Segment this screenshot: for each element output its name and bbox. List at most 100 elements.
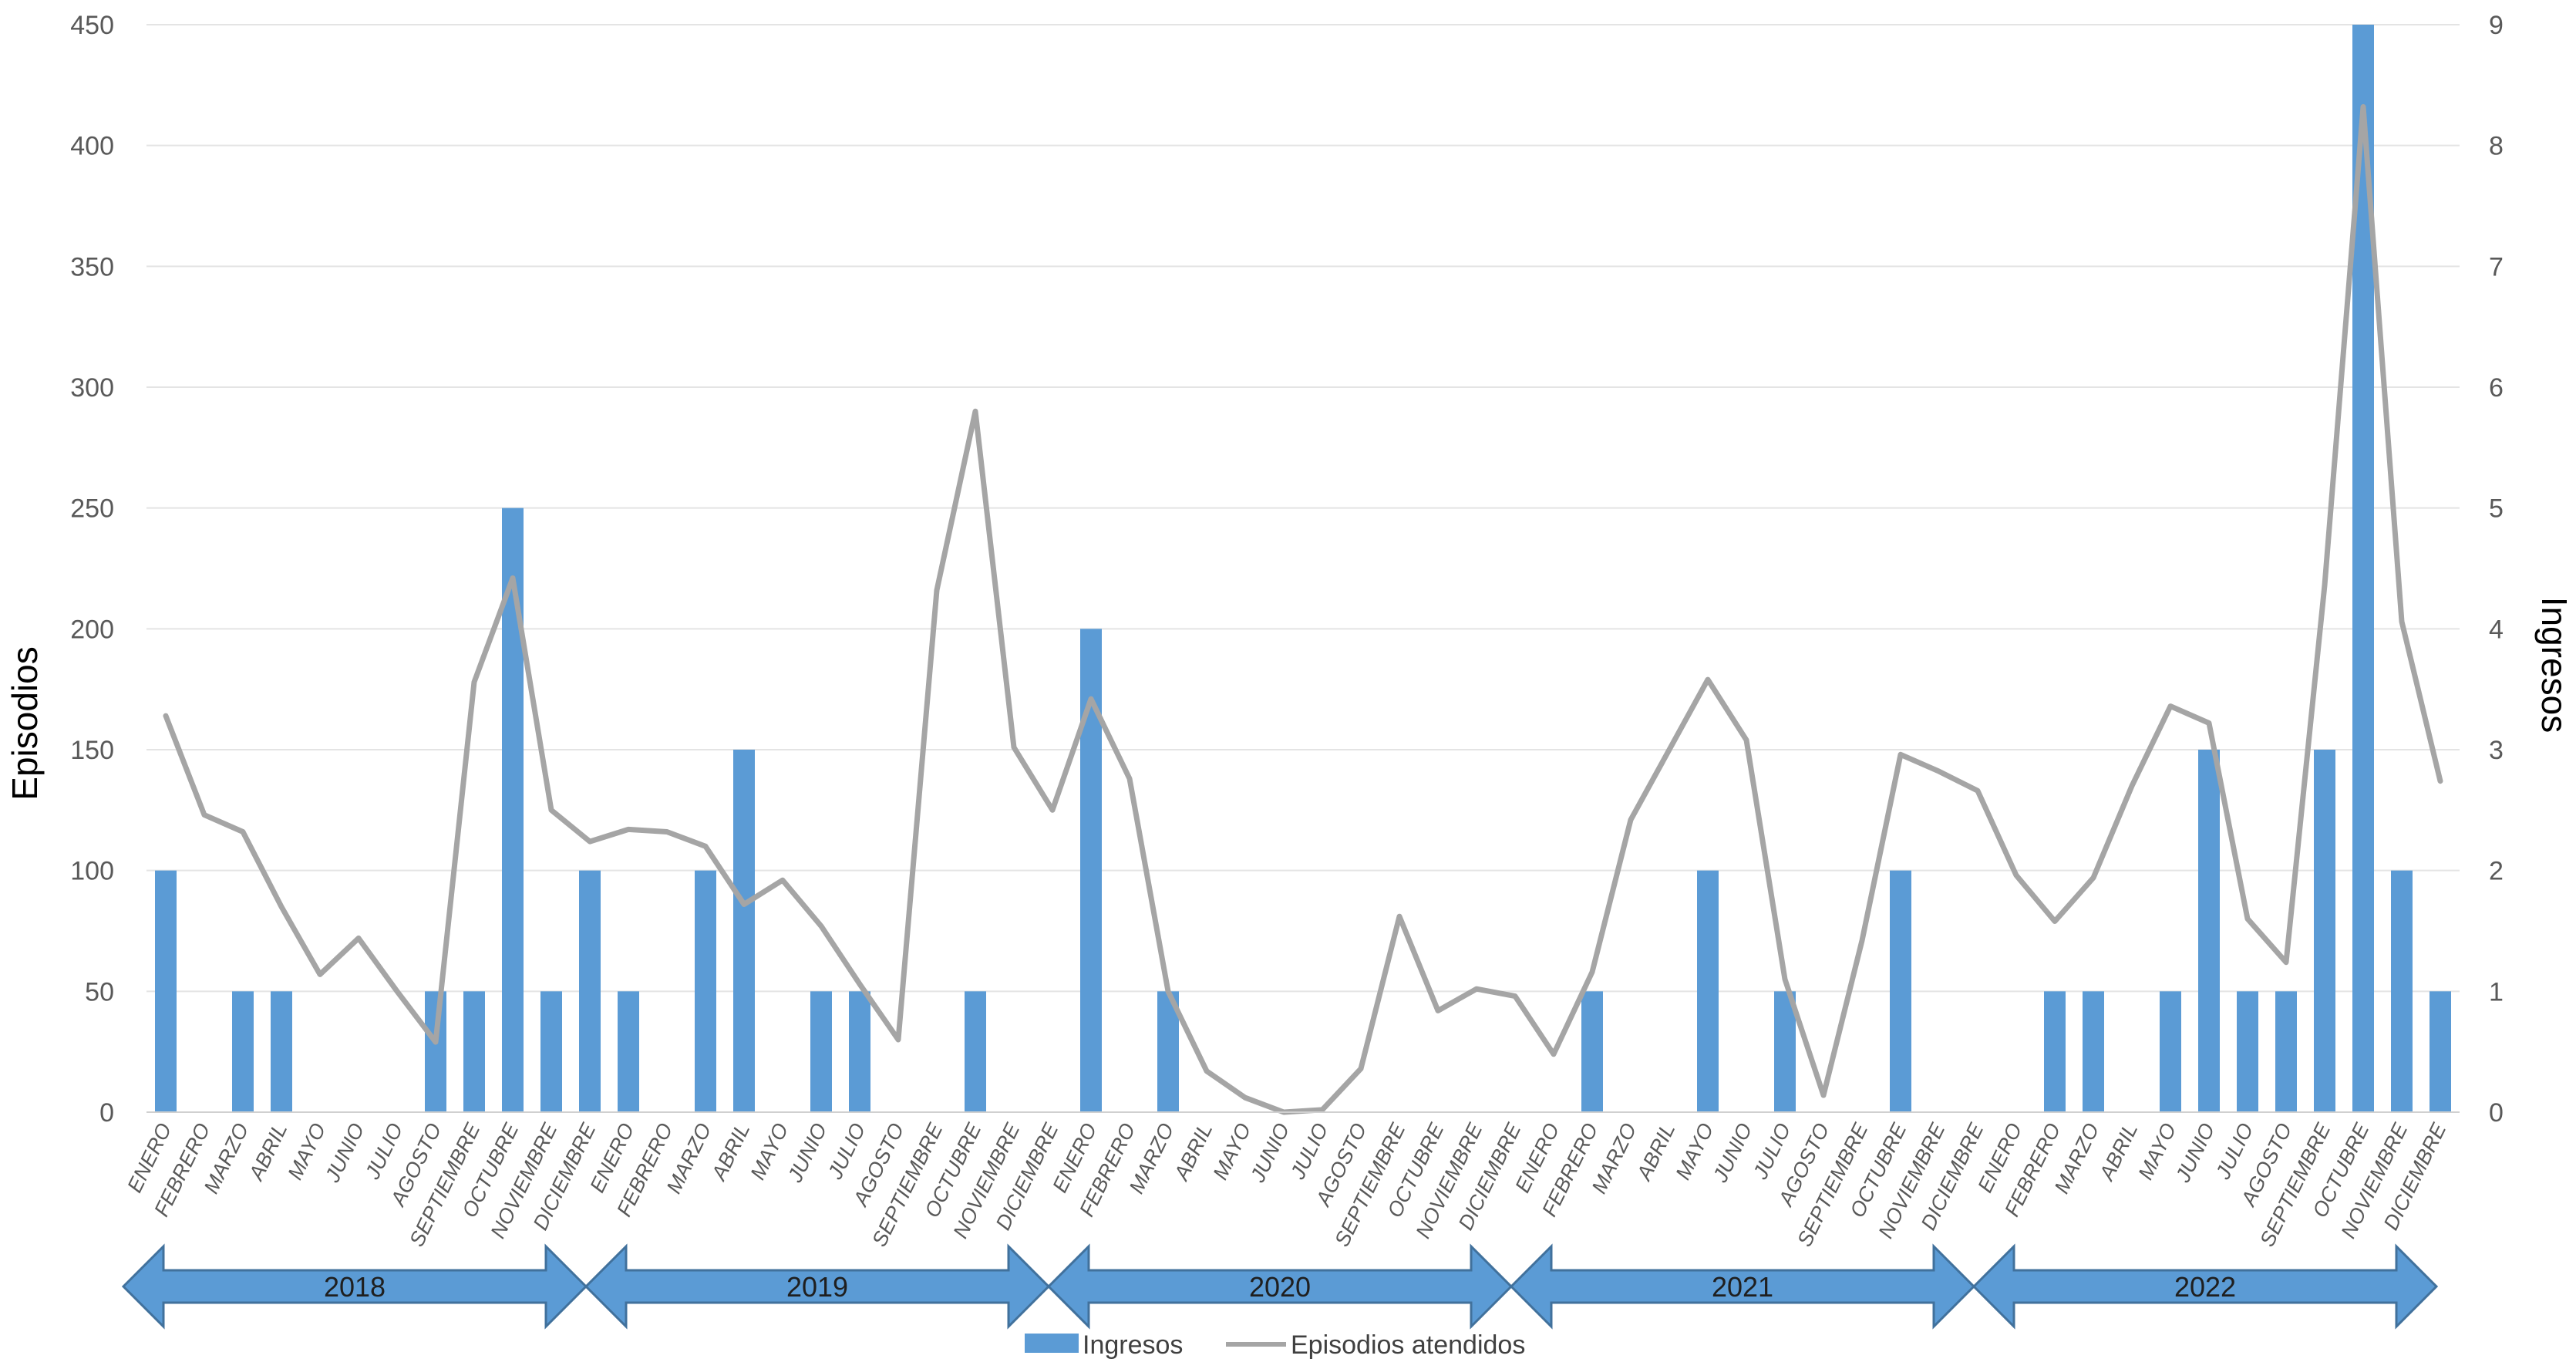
year-arrow-2019: 2019 <box>584 1243 1051 1330</box>
year-label: 2018 <box>324 1271 386 1303</box>
bar-ingresos <box>579 870 601 1112</box>
bar-ingresos <box>810 991 832 1112</box>
point-episodios <box>318 973 322 976</box>
bar-ingresos <box>232 991 254 1112</box>
year-arrow-2020: 2020 <box>1046 1243 1514 1330</box>
y-tick-left: 250 <box>70 494 114 524</box>
point-episodios <box>1398 915 1401 918</box>
bar-ingresos <box>849 991 870 1112</box>
point-episodios <box>550 808 553 811</box>
year-arrow-2018: 2018 <box>121 1243 588 1330</box>
point-episodios <box>1475 987 1478 990</box>
point-episodios <box>2092 876 2095 879</box>
bar-ingresos <box>1774 991 1796 1112</box>
point-episodios <box>1205 1070 1208 1073</box>
bar-ingresos <box>618 991 639 1112</box>
gridlines <box>146 24 2460 1113</box>
y-axis-left-title: Episodios <box>5 646 45 800</box>
y-tick-left: 0 <box>99 1098 114 1128</box>
point-episodios <box>1514 995 1517 998</box>
bar-ingresos <box>425 991 446 1112</box>
y-tick-left: 100 <box>70 857 114 886</box>
point-episodios <box>203 814 206 817</box>
point-episodios <box>434 1040 437 1044</box>
point-episodios <box>2362 106 2365 109</box>
bar-ingresos <box>1581 991 1603 1112</box>
bar-ingresos <box>463 991 485 1112</box>
axes: Episodios Ingresos 050100150200250300350… <box>5 11 2574 1128</box>
line-episodios-atendidos <box>163 104 2443 1115</box>
point-episodios <box>2207 722 2211 725</box>
bar-ingresos <box>2275 991 2297 1112</box>
legend-ingresos-label: Ingresos <box>1083 1330 1183 1360</box>
bar-ingresos <box>271 991 292 1112</box>
y-tick-right: 7 <box>2489 252 2504 282</box>
point-episodios <box>588 840 591 843</box>
point-episodios <box>1976 789 1979 792</box>
point-episodios <box>2439 780 2442 783</box>
point-episodios <box>1167 990 1170 993</box>
bar-ingresos <box>1890 870 1911 1112</box>
y-tick-right: 0 <box>2489 1098 2504 1128</box>
point-episodios <box>396 990 399 993</box>
bar-ingresos <box>695 870 716 1112</box>
point-episodios <box>241 831 244 834</box>
y-tick-left: 50 <box>85 977 114 1007</box>
point-episodios <box>1359 1067 1362 1071</box>
point-episodios <box>1244 1096 1247 1099</box>
bar-ingresos <box>2044 991 2066 1112</box>
point-episodios <box>1822 1094 1825 1097</box>
point-episodios <box>1668 748 1671 751</box>
point-episodios <box>1899 753 1902 756</box>
point-episodios <box>2169 705 2172 708</box>
ingresos-bars <box>155 25 2451 1112</box>
point-episodios <box>1629 818 1632 821</box>
year-label: 2019 <box>786 1271 848 1303</box>
point-episodios <box>627 828 630 831</box>
x-axis-month-labels: ENEROFEBREROMARZOABRILMAYOJUNIOJULIOAGOS… <box>123 1119 2450 1250</box>
y-tick-left: 450 <box>70 11 114 40</box>
point-episodios <box>1552 1053 1555 1056</box>
point-episodios <box>1706 678 1709 681</box>
point-episodios <box>2130 784 2133 787</box>
point-episodios <box>2400 620 2403 623</box>
bar-ingresos <box>2430 991 2451 1112</box>
point-episodios <box>2015 874 2018 877</box>
point-episodios <box>1436 1009 1440 1012</box>
y-tick-left: 300 <box>70 373 114 403</box>
point-episodios <box>1128 777 1131 781</box>
y-tick-right: 5 <box>2489 494 2504 524</box>
point-episodios <box>742 903 746 906</box>
year-arrows: 2018 2019 2020 2021 2022 <box>121 1243 2439 1330</box>
point-episodios <box>1591 970 1594 973</box>
point-episodios <box>935 588 938 592</box>
point-episodios <box>357 936 360 939</box>
point-episodios <box>164 714 167 717</box>
y-tick-right: 4 <box>2489 615 2504 644</box>
point-episodios <box>1051 808 1054 811</box>
bar-ingresos <box>2391 870 2413 1112</box>
year-arrow-2022: 2022 <box>1972 1243 2439 1330</box>
year-label: 2020 <box>1249 1271 1311 1303</box>
year-arrow-shape <box>1972 1243 2439 1330</box>
bar-ingresos <box>1697 870 1719 1112</box>
point-episodios <box>897 1038 900 1041</box>
bar-ingresos <box>2083 991 2104 1112</box>
y-tick-right: 1 <box>2489 977 2504 1007</box>
legend-ingresos-swatch <box>1025 1334 1079 1353</box>
y-tick-right: 6 <box>2489 373 2504 403</box>
point-episodios <box>2323 584 2326 587</box>
point-episodios <box>781 878 784 882</box>
point-episodios <box>1321 1108 1324 1111</box>
bar-ingresos <box>2160 991 2181 1112</box>
legend: Ingresos Episodios atendidos <box>1025 1330 1525 1360</box>
y-tick-right: 2 <box>2489 857 2504 886</box>
point-episodios <box>1012 746 1015 749</box>
point-episodios <box>665 831 668 834</box>
point-episodios <box>1783 978 1786 981</box>
bar-ingresos <box>733 750 755 1112</box>
point-episodios <box>974 410 977 413</box>
bar-ingresos <box>155 870 177 1112</box>
